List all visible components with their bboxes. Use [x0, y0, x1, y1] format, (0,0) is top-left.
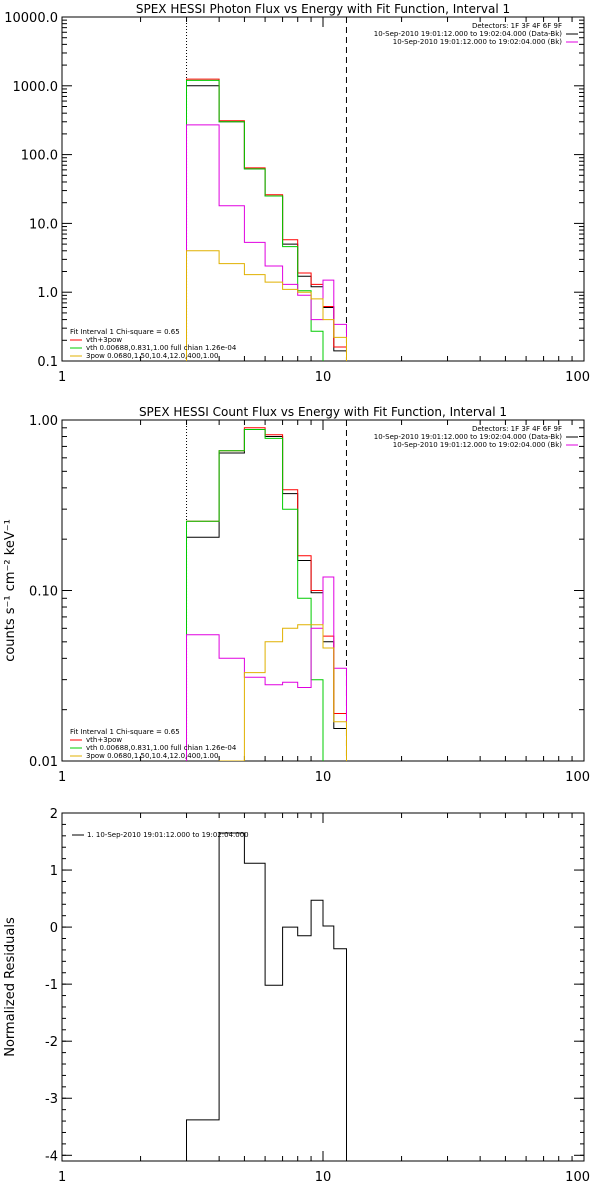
- detectors-label: Detectors: 1F 3F 4F 6F 9F: [472, 22, 562, 30]
- fit-legend-label: 3pow 0.0680,1.50,10.4,12.0,400,1.00: [86, 352, 218, 360]
- series-group: [186, 427, 347, 761]
- x-tick-label: 10: [315, 1170, 332, 1185]
- series-line-3: [186, 124, 347, 361]
- series-line-2: [186, 429, 347, 761]
- fit-legend-label: vth+3pow: [86, 336, 122, 344]
- series-group: [186, 78, 347, 361]
- y-tick-label: 0.10: [29, 585, 58, 600]
- fit-legend-header: Fit Interval 1 Chi-square = 0.65: [70, 728, 180, 736]
- x-tick-label: 1: [58, 1170, 66, 1185]
- y-tick-label: 0.1: [37, 355, 58, 370]
- y-tick-label: -2: [45, 1035, 58, 1050]
- fit-legend-label: vth 0.00688,0.831,1.00 full chian 1.26e-…: [86, 744, 237, 752]
- detectors-label: Detectors: 1F 3F 4F 6F 9F: [472, 425, 562, 433]
- y-tick-label: 1.0: [37, 286, 58, 301]
- series-line-3: [186, 576, 347, 761]
- y-tick-label: 1.00: [29, 414, 58, 429]
- y-tick-label: 100.0: [21, 149, 58, 164]
- y-axis-label: Normalized Residuals: [3, 917, 18, 1057]
- y-tick-label: 10.0: [29, 217, 58, 232]
- time-interval-label: 10-Sep-2010 19:01:12.000 to 19:02:04.000…: [393, 441, 563, 449]
- series-line-2: [186, 79, 347, 361]
- x-tick-label: 10: [315, 770, 332, 785]
- time-interval-label: 10-Sep-2010 19:01:12.000 to 19:02:04.000…: [393, 38, 563, 46]
- x-tick-label: 100: [565, 370, 590, 385]
- series-group: [186, 832, 347, 1161]
- residual-legend-label: 1. 10-Sep-2010 19:01:12.000 to 19:02:04.…: [87, 831, 249, 839]
- x-tick-label: 1: [58, 370, 66, 385]
- y-tick-label: 1000.0: [13, 80, 59, 95]
- plot-frame: [61, 812, 585, 1162]
- y-tick-label: -3: [45, 1092, 58, 1107]
- x-tick-label: 100: [565, 770, 590, 785]
- y-tick-label: 0.01: [29, 755, 58, 770]
- series-line-0: [186, 832, 347, 1161]
- count-flux-chart: SPEX HESSI Count Flux vs Energy with Fit…: [3, 405, 590, 785]
- y-axis-label: counts s⁻¹ cm⁻² keV⁻¹: [3, 519, 18, 662]
- x-tick-label: 1: [58, 770, 66, 785]
- chart-title: SPEX HESSI Photon Flux vs Energy with Fi…: [136, 2, 510, 16]
- y-tick-label: 2: [50, 807, 58, 822]
- y-tick-label: -1: [45, 978, 58, 993]
- y-tick-label: -4: [45, 1149, 58, 1164]
- y-tick-label: 1: [50, 864, 58, 879]
- time-interval-label: 10-Sep-2010 19:01:12.000 to 19:02:04.000…: [374, 30, 563, 38]
- chart-title: SPEX HESSI Count Flux vs Energy with Fit…: [139, 405, 507, 419]
- y-tick-label: 10000.0: [4, 11, 58, 26]
- y-tick-label: 0: [50, 921, 58, 936]
- series-line-4: [186, 250, 347, 361]
- fit-legend-label: vth 0.00688,0.831,1.00 full chian 1.26e-…: [86, 344, 237, 352]
- series-line-4: [186, 624, 347, 761]
- series-line-0: [186, 429, 347, 761]
- x-tick-label: 10: [315, 370, 332, 385]
- fit-legend-label: 3pow 0.0680,1.50,10.4,12.0,400,1.00: [86, 752, 218, 760]
- time-interval-label: 10-Sep-2010 19:01:12.000 to 19:02:04.000…: [374, 433, 563, 441]
- photon-flux-chart: SPEX HESSI Photon Flux vs Energy with Fi…: [4, 2, 590, 385]
- residuals-chart: 1 10 100 -4 -3 -2 -1 0 1 2 Normalized Residuals 1. …: [3, 807, 590, 1185]
- fit-legend-label: vth+3pow: [86, 736, 122, 744]
- x-tick-label: 100: [565, 1170, 590, 1185]
- series-line-1: [186, 78, 347, 361]
- fit-legend-header: Fit Interval 1 Chi-square = 0.65: [70, 328, 180, 336]
